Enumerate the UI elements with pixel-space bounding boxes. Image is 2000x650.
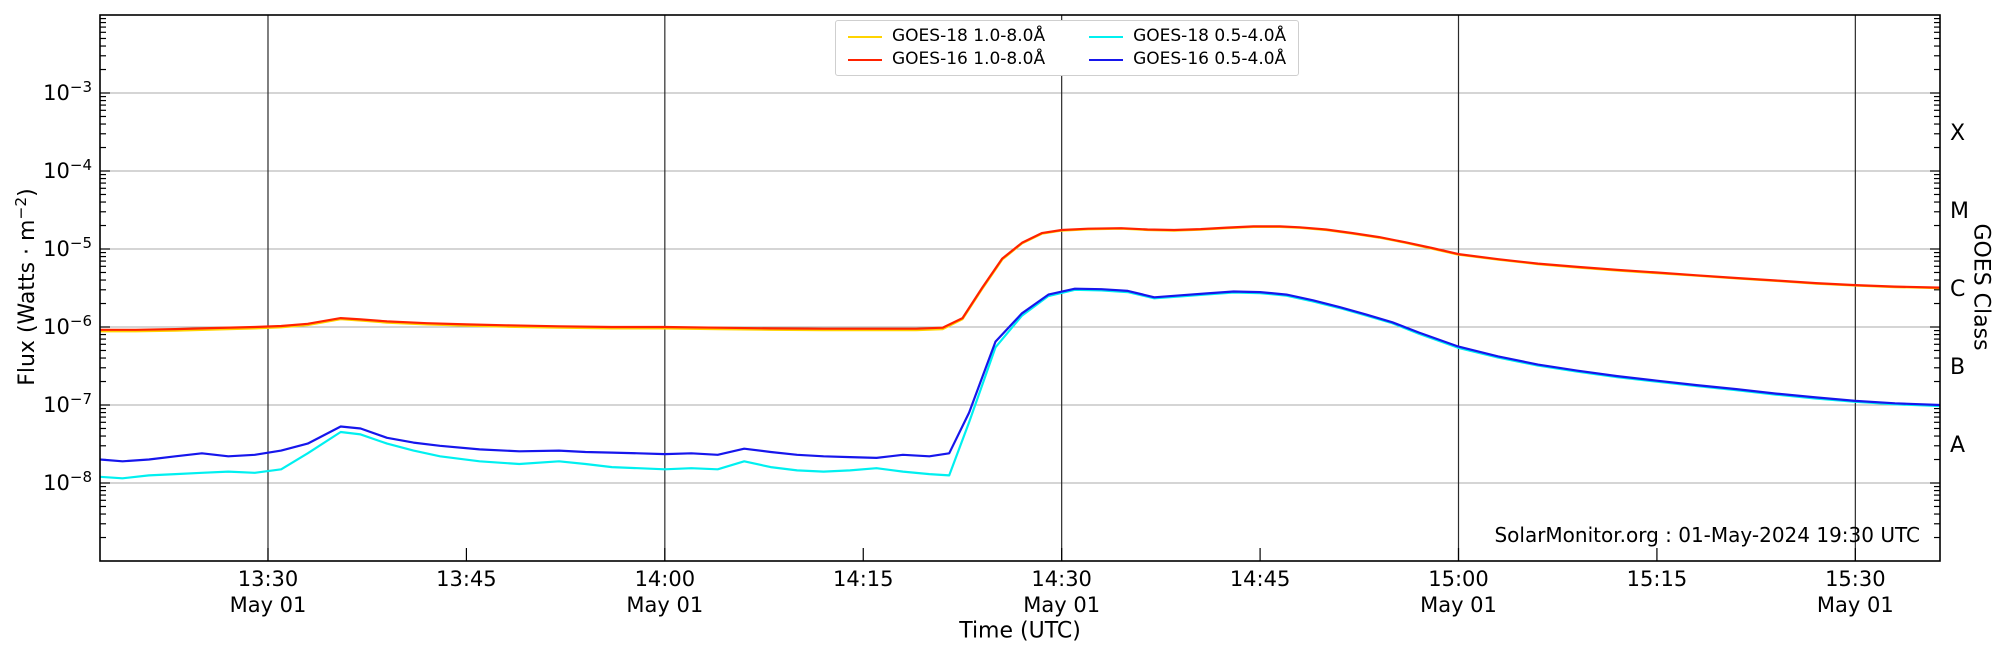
y-tick-label: 10−3 [43, 78, 92, 105]
y-tick-label: 10−6 [43, 312, 92, 339]
vertical-gridlines [267, 15, 1856, 561]
x-axis-title: Time (UTC) [959, 618, 1081, 644]
x-tick-date-label: May 01 [626, 593, 703, 617]
x-tick-date-label: May 01 [1420, 593, 1497, 617]
x-tick-time-label: 13:30 [238, 567, 299, 591]
y-axis-title-exponent: −2 [11, 196, 30, 220]
legend-item: GOES-18 1.0-8.0Å [848, 26, 1045, 47]
legend-label: GOES-16 0.5-4.0Å [1133, 49, 1287, 69]
legend-line-swatch [1089, 35, 1124, 38]
plot-frame [99, 14, 1941, 562]
curves [100, 225, 1940, 480]
y-tick-label: 10−5 [43, 234, 92, 261]
y-axis-title-text: Flux (Watts · m [15, 219, 41, 386]
goes-class-letter: C [1950, 277, 1965, 302]
y-tick-label: 10−7 [43, 390, 92, 417]
x-tick-time-label: 15:00 [1428, 567, 1489, 591]
x-tick-date-label: May 01 [1817, 593, 1894, 617]
goes-class-letter: A [1950, 433, 1965, 458]
horizontal-gridlines [100, 92, 1940, 484]
legend-label: GOES-18 0.5-4.0Å [1133, 26, 1287, 46]
right-axis-title: GOES Class [1968, 223, 1994, 351]
x-tick-time-label: 13:45 [436, 567, 497, 591]
x-tick-time-label: 14:15 [833, 567, 894, 591]
goes-class-letter: M [1950, 199, 1969, 224]
legend-item: GOES-16 0.5-4.0Å [1089, 49, 1286, 70]
series-line-goes-18-0.5-4.0- [100, 288, 1940, 480]
legend-line-swatch [848, 58, 882, 61]
x-tick-time-label: 15:30 [1825, 567, 1886, 591]
legend-line-swatch [1089, 58, 1124, 61]
legend-label: GOES-16 1.0-8.0Å [892, 49, 1046, 69]
series-line-goes-16-0.5-4.0- [100, 287, 1940, 463]
legend-line-swatch [848, 35, 882, 38]
x-tick-time-label: 14:00 [635, 567, 696, 591]
goes-class-letter: B [1950, 355, 1965, 380]
y-tick-label: 10−4 [43, 156, 92, 183]
x-tick-time-label: 15:15 [1627, 567, 1688, 591]
y-tick-label: 10−8 [43, 468, 92, 495]
legend-item: GOES-18 0.5-4.0Å [1089, 26, 1286, 47]
x-tick-date-label: May 01 [230, 593, 307, 617]
watermark-text: SolarMonitor.org : 01-May-2024 19:30 UTC [1494, 523, 1920, 547]
series-line-goes-16-1.0-8.0- [100, 225, 1940, 331]
y-tick-labels: 10−3 10−4 10−5 10−6 10−7 10−8 [43, 78, 92, 495]
goes-class-labels: X M C B A [1950, 121, 1969, 458]
x-tick-time-label: 14:45 [1230, 567, 1291, 591]
legend: GOES-18 1.0-8.0Å GOES-16 1.0-8.0Å GOES-18 … [835, 20, 1300, 76]
legend-label: GOES-18 1.0-8.0Å [892, 26, 1046, 46]
x-tick-date-label: May 01 [1023, 593, 1100, 617]
y-axis-title-suffix: ) [15, 188, 41, 197]
goes-class-letter: X [1950, 121, 1965, 146]
x-tick-time-label: 14:30 [1031, 567, 1092, 591]
y-axis-title: Flux (Watts · m−2) [12, 188, 40, 386]
axis-ticks [100, 17, 1940, 561]
legend-item: GOES-16 1.0-8.0Å [848, 49, 1045, 70]
